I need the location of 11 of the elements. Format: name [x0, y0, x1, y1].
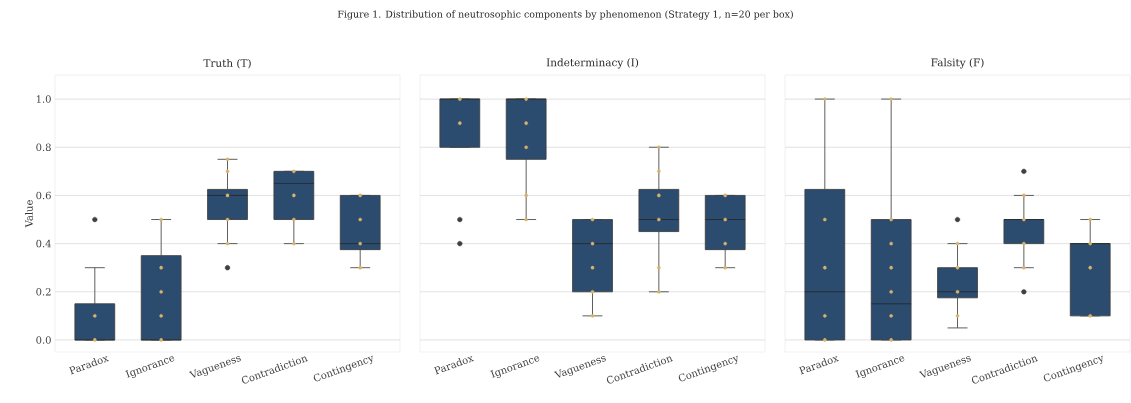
y-axis-title: Value	[25, 200, 33, 228]
y-tick-label: 0.0	[36, 336, 51, 344]
y-tick-label: 0.6	[36, 191, 51, 200]
y-tick-label: 0.2	[36, 288, 51, 296]
chart-title: Truth (T)	[203, 58, 251, 69]
chart-title: Indeterminacy (I)	[546, 58, 639, 69]
y-tick-label: 0.8	[36, 143, 51, 152]
caption: Figure 1. Distribution of neutrosophic components by phenomenon (Strategy 1, n=20 per box)	[337, 10, 793, 20]
y-tick-label: 1.0	[36, 95, 51, 103]
chart-title: Falsity (F)	[931, 58, 984, 69]
y-tick-label: 0.4	[36, 239, 51, 248]
